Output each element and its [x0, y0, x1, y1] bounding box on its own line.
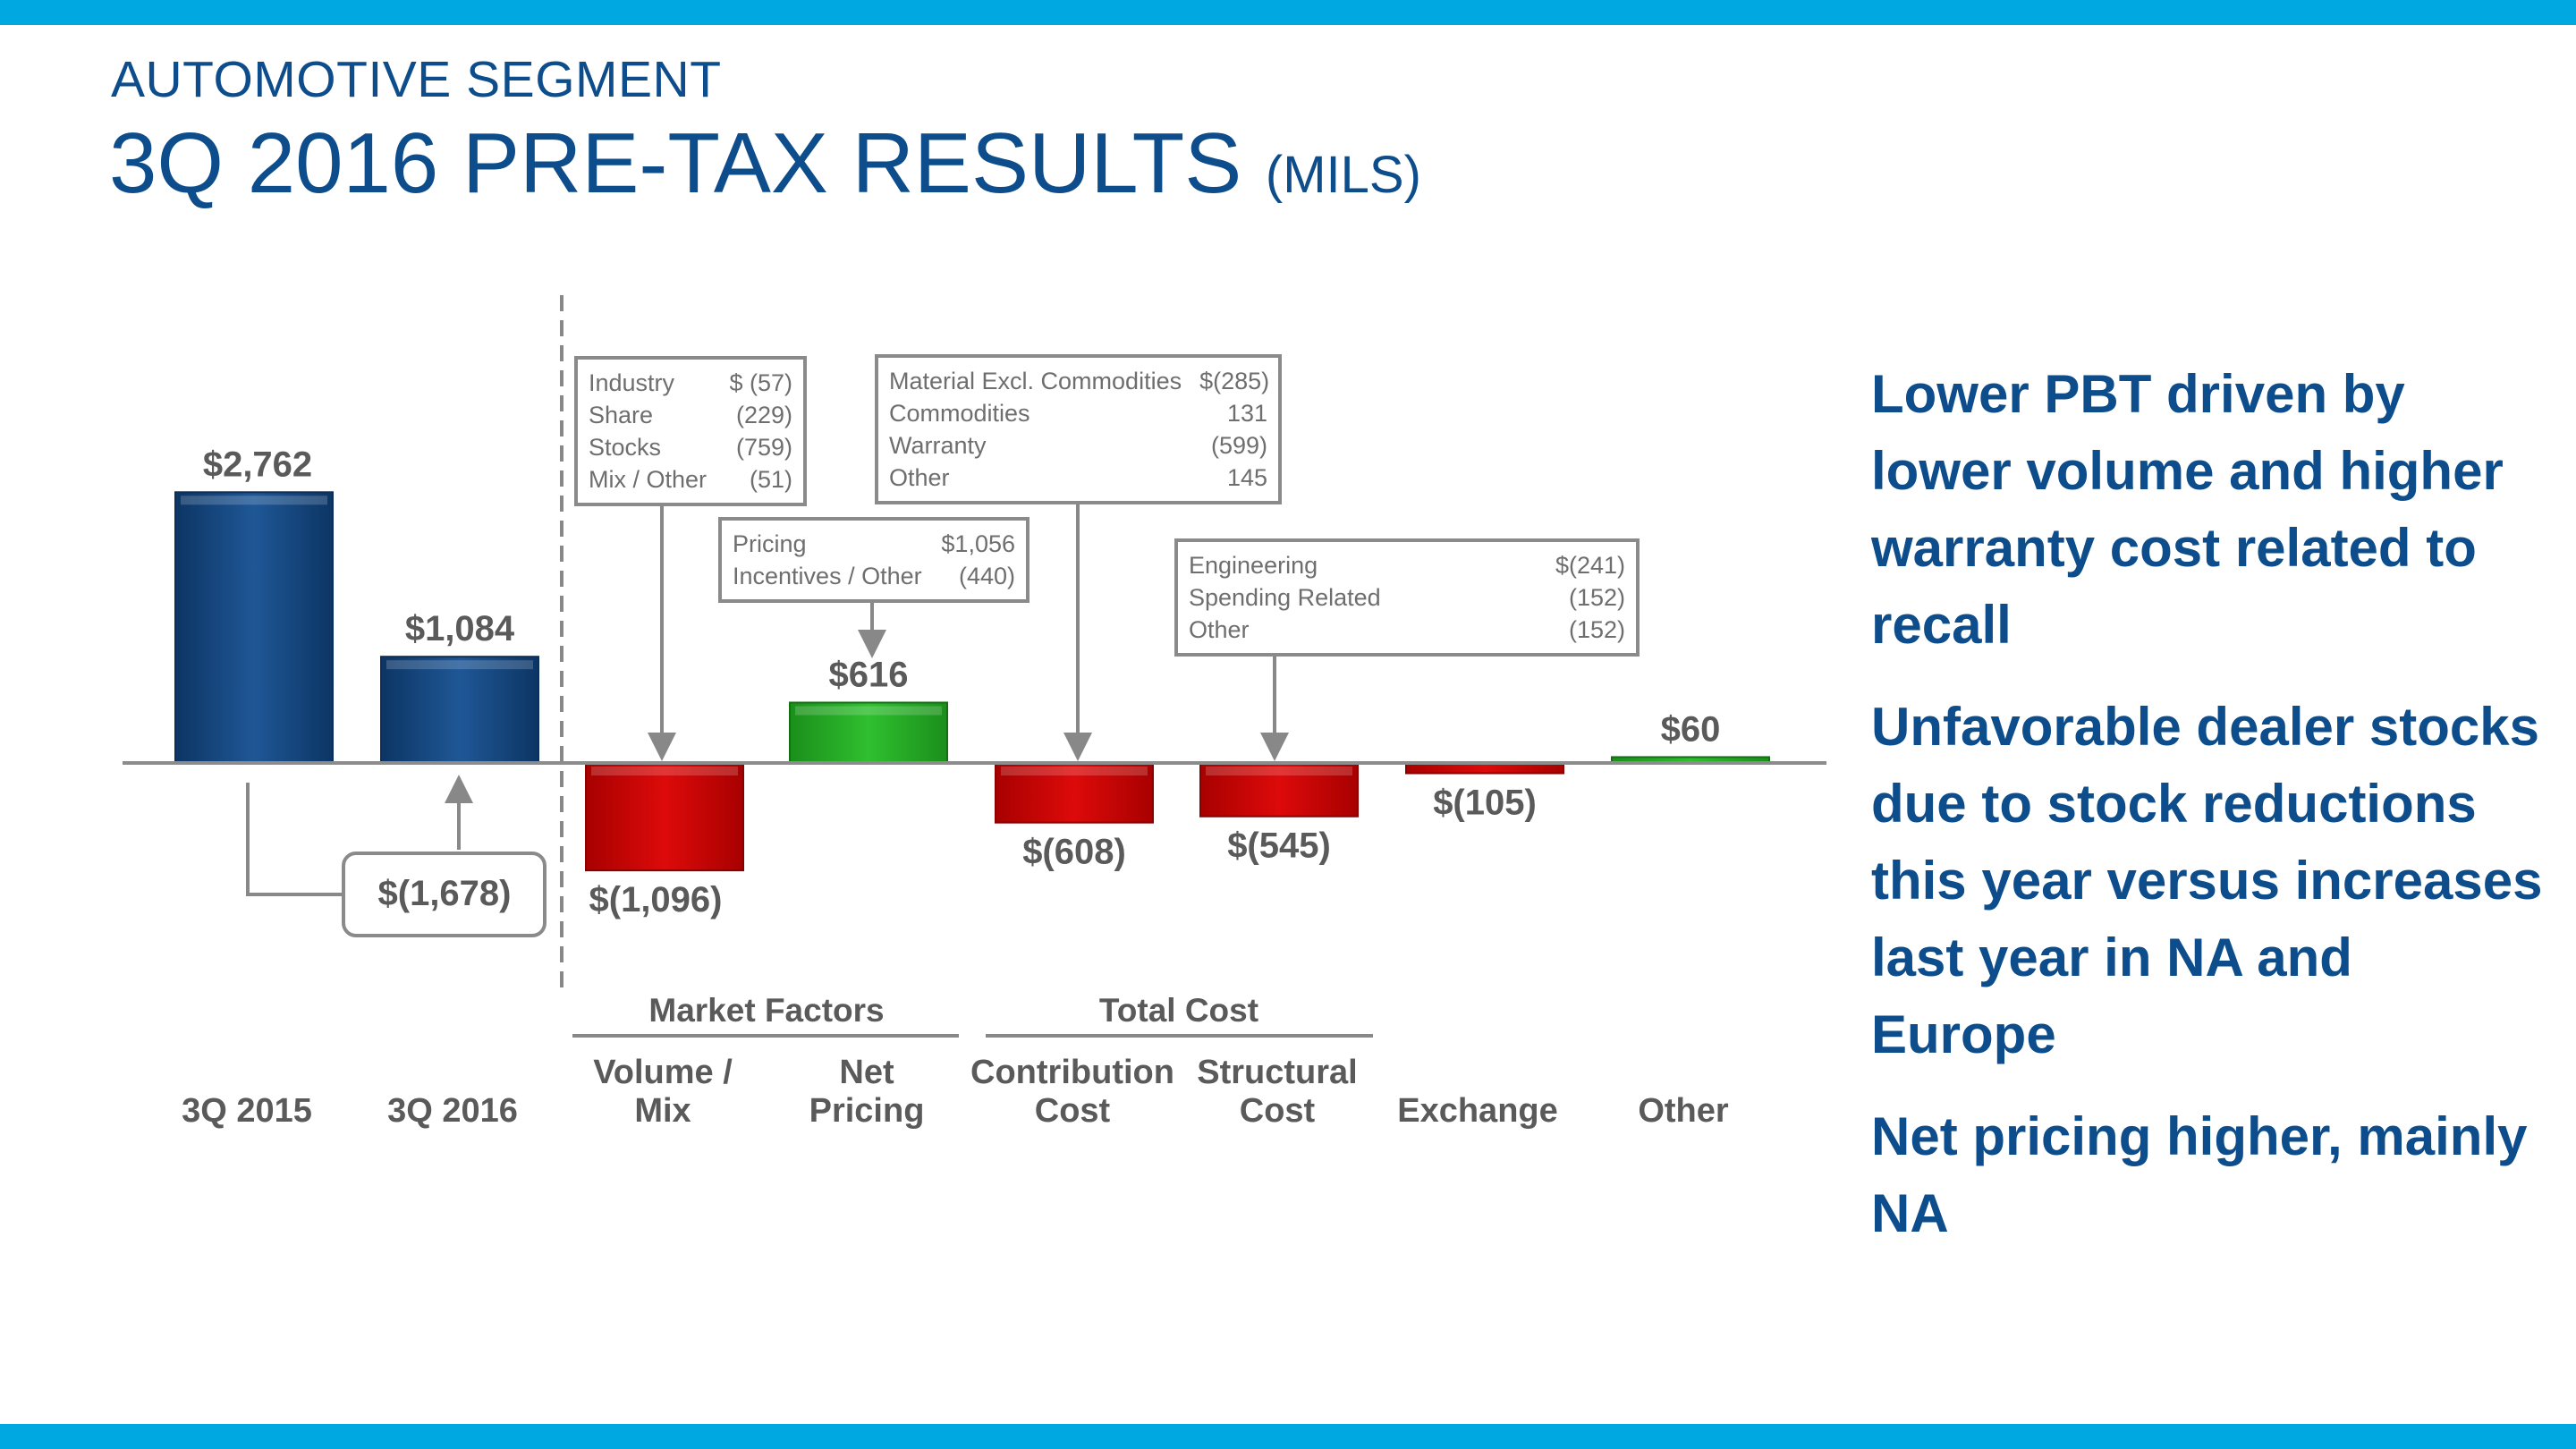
callout-row: Share (229) [589, 399, 792, 431]
callout-item-value: (440) [958, 563, 1015, 589]
data-label-volmix: $(1,096) [589, 880, 723, 919]
callout-contribution-cost: Material Excl. Commodities $(285) Commodit… [875, 354, 1282, 504]
category-label-3-line1: Net [839, 1054, 894, 1091]
data-label-exchange: $(105) [1433, 784, 1537, 823]
bar-contrib [995, 762, 1154, 824]
bars-layer [174, 491, 1770, 872]
callout-item-name: Spending Related [1189, 584, 1381, 611]
callout-market-factors: Industry $ (57) Share (229) Stocks (759) Mix /… [574, 356, 807, 506]
callout-item-value: $(241) [1555, 552, 1625, 579]
callout-item-value: (51) [749, 466, 792, 493]
segment-label: AUTOMOTIVE SEGMENT [111, 51, 722, 108]
callout-row: Warranty (599) [889, 429, 1267, 462]
change-box [342, 852, 547, 937]
data-label-pricing: $616 [829, 655, 909, 694]
bullet-2: Unfavorable dealer stocks due to stock r… [1871, 697, 2543, 1064]
category-label-0: 3Q 2015 [182, 1092, 312, 1130]
callout-item-value: 131 [1226, 400, 1267, 427]
page-title: 3Q 2016 PRE-TAX RESULTS (MILS) [109, 114, 1421, 213]
callout-item-name: Share [589, 402, 654, 428]
data-label-other: $60 [1661, 709, 1721, 749]
bar-bevel-struct [1206, 767, 1352, 775]
bar-bevel-volmix [591, 767, 738, 775]
callout-row: Spending Related (152) [1189, 581, 1625, 614]
callout-row: Material Excl. Commodities $(285) [889, 365, 1270, 397]
callout-item-value: $(285) [1199, 368, 1270, 394]
bottom-accent-band [0, 1424, 2576, 1449]
data-label-struct: $(545) [1227, 826, 1331, 866]
callout-item-name: Warranty [889, 432, 987, 459]
title-unit: (MILS) [1265, 146, 1421, 204]
category-label-7: Other [1638, 1092, 1729, 1130]
callout-net-pricing: Pricing $1,056 Incentives / Other (440) [718, 517, 1030, 603]
callout-row: Other (152) [1189, 614, 1625, 646]
callout-item-name: Incentives / Other [733, 563, 922, 589]
callout-row: Stocks (759) [589, 431, 792, 463]
callout-item-name: Industry [589, 369, 675, 396]
callout-item-name: Other [1189, 616, 1250, 643]
bar-bevel-pricing [795, 706, 942, 716]
bullet-3: Net pricing higher, mainly NA [1871, 1106, 2528, 1243]
bar-volmix [585, 762, 744, 872]
bar-struct [1199, 762, 1359, 818]
callout-row: Commodities 131 [889, 397, 1267, 429]
callout-item-value: $1,056 [941, 530, 1015, 557]
callout-item-value: $ (57) [729, 369, 792, 396]
callout-item-name: Other [889, 464, 950, 491]
category-label-2-line2: Mix [634, 1092, 691, 1130]
bullet-1: Lower PBT driven by lower volume and hig… [1871, 364, 2504, 655]
bar-bevel-contrib [1001, 767, 1148, 775]
category-label-4-line2: Cost [1035, 1092, 1111, 1130]
top-accent-band [0, 0, 2576, 25]
callout-row: Pricing $1,056 [733, 528, 1015, 560]
callout-item-name: Commodities [889, 400, 1030, 427]
callout-structural-cost: Engineering $(241) Spending Related (152) Ot… [1174, 538, 1640, 657]
data-label-contrib: $(608) [1022, 833, 1126, 872]
category-label-5-line2: Cost [1240, 1092, 1316, 1130]
callout-item-name: Pricing [733, 530, 807, 557]
change-connector [246, 783, 343, 896]
callout-item-value: (152) [1568, 616, 1625, 643]
change-label: $(1,678) [378, 874, 512, 913]
callout-item-value: (229) [735, 402, 792, 428]
title-text: 3Q 2016 PRE-TAX RESULTS [109, 115, 1242, 211]
callout-row: Industry $ (57) [589, 367, 792, 399]
callout-item-value: (152) [1568, 584, 1625, 611]
callout-item-value: (599) [1210, 432, 1267, 459]
group-label-1: Total Cost [1099, 992, 1258, 1029]
data-label-q2016: $1,084 [405, 609, 515, 648]
waterfall-chart: $2,762 $1,084 $(1,096) $616 $(608) $(545) $(10… [123, 295, 1826, 1130]
bar-q2015 [174, 491, 334, 764]
callout-item-name: Mix / Other [589, 466, 708, 493]
callout-item-name: Stocks [589, 434, 662, 461]
callout-row: Incentives / Other (440) [733, 560, 1015, 592]
data-label-q2015: $2,762 [203, 445, 312, 484]
category-label-2-line1: Volume / [593, 1054, 733, 1091]
callout-item-name: Engineering [1189, 552, 1318, 579]
bar-pricing [789, 701, 948, 764]
category-label-6: Exchange [1397, 1092, 1558, 1130]
callout-row: Mix / Other (51) [589, 463, 792, 496]
bar-q2016 [380, 656, 539, 764]
callout-item-value: 145 [1226, 464, 1267, 491]
category-label-5-line1: Structural [1197, 1054, 1357, 1091]
callout-item-value: (759) [735, 434, 792, 461]
commentary-bullets: Lower PBT driven by lower volume and hig… [1871, 356, 2551, 1277]
callout-row: Other 145 [889, 462, 1267, 494]
bar-bevel-q2015 [181, 496, 327, 505]
category-label-4-line1: Contribution [970, 1054, 1174, 1091]
category-label-3-line2: Pricing [809, 1092, 925, 1130]
category-label-1: 3Q 2016 [387, 1092, 518, 1130]
group-label-0: Market Factors [648, 992, 884, 1029]
callout-row: Engineering $(241) [1189, 549, 1625, 581]
labels-layer: $2,762 $1,084 $(1,096) $616 $(608) $(545) $(10… [182, 445, 1729, 1130]
bar-bevel-q2016 [386, 660, 533, 670]
callout-item-name: Material Excl. Commodities [889, 368, 1182, 394]
